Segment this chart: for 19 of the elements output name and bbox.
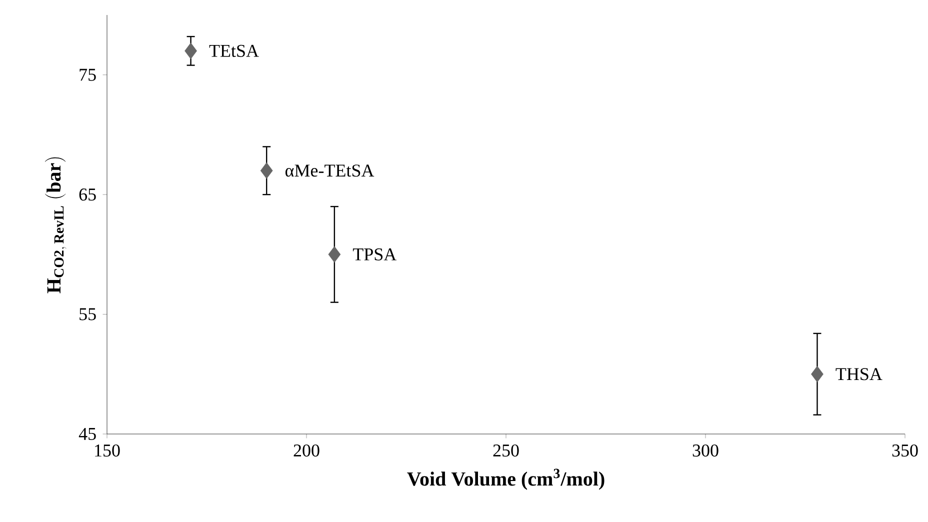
y-tick-label: 45 bbox=[78, 428, 96, 440]
annotation: THSA bbox=[836, 368, 882, 380]
x-tick-label: 200 bbox=[294, 444, 320, 457]
point bbox=[184, 42, 197, 60]
x-tick-label: 300 bbox=[692, 444, 718, 457]
y-tick-label: 65 bbox=[79, 188, 96, 201]
point bbox=[328, 246, 341, 263]
point bbox=[260, 162, 273, 179]
y-axis-title: $\mathbf{H_{CO2,\,RevIL}\ (bar)}$ bbox=[44, 157, 66, 294]
x-tick-label: 250 bbox=[493, 444, 519, 457]
x-tick-label: 150 bbox=[95, 444, 120, 457]
point bbox=[811, 366, 824, 382]
annotation: TEtSA bbox=[209, 44, 259, 57]
x-tick-label: 350 bbox=[892, 444, 918, 457]
y-tick-label: 55 bbox=[80, 308, 96, 320]
annotation: TPSA bbox=[352, 248, 397, 260]
annotation: αMe-TEtSA bbox=[285, 164, 374, 177]
y-tick-label: 75 bbox=[80, 68, 96, 81]
x-axis-title: Void Volume (cm$^{3}$/mol) bbox=[407, 468, 604, 490]
